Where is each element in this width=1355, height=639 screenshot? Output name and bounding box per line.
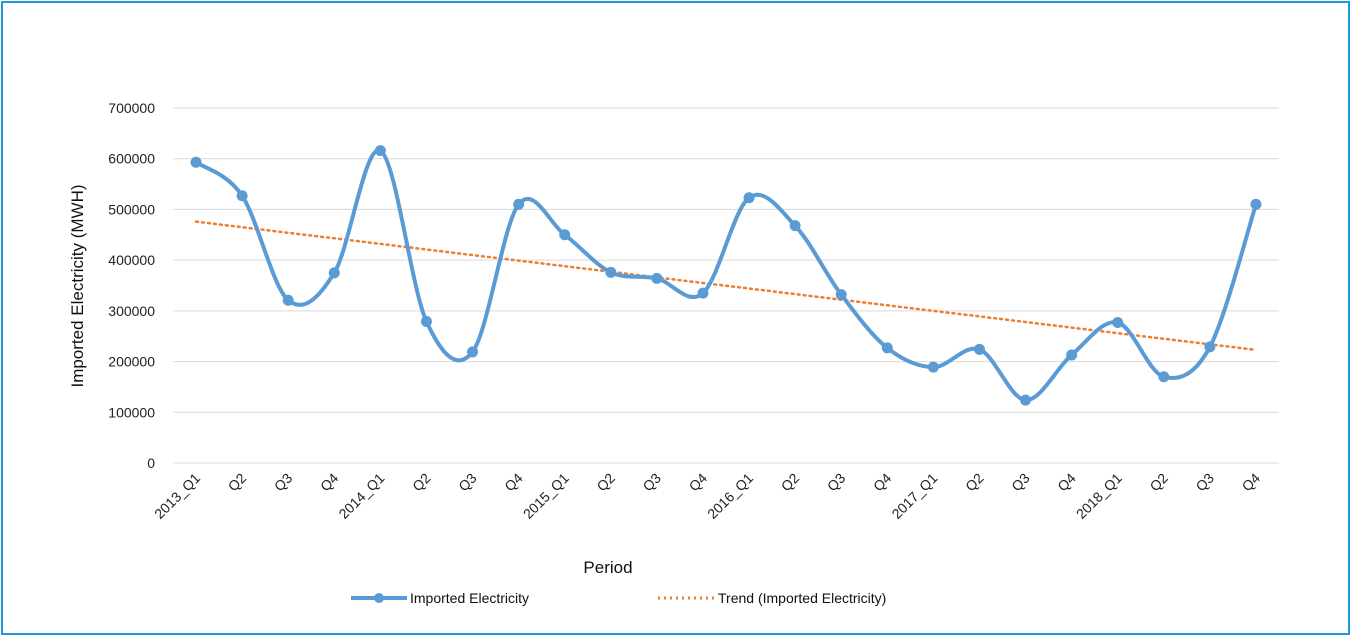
legend-label-trend: Trend (Imported Electricity) <box>718 590 886 606</box>
imported-electricity-line <box>194 148 1258 403</box>
x-tick-label: Q2 <box>1146 470 1171 495</box>
x-tick-label: Q2 <box>409 470 434 495</box>
x-tick-label: Q3 <box>271 470 296 495</box>
y-tick-label: 300000 <box>108 303 155 319</box>
data-point-22 <box>1204 341 1216 353</box>
data-point-0 <box>190 156 202 168</box>
x-tick-label: Q4 <box>1054 470 1079 495</box>
data-point-10 <box>651 272 663 284</box>
trend-line <box>194 220 1258 352</box>
y-axis-ticks: 0 100000 200000 300000 400000 500000 600000 700… <box>108 100 155 471</box>
y-tick-label: 200000 <box>108 354 155 370</box>
x-tick-label: Q4 <box>317 470 342 495</box>
x-tick-label: 2017_Q1 <box>888 470 940 522</box>
x-tick-label: 2013_Q1 <box>151 470 203 522</box>
legend-label-imported: Imported Electricity <box>410 590 529 606</box>
data-point-3 <box>328 267 340 279</box>
x-tick-label: 2015_Q1 <box>520 470 572 522</box>
data-point-9 <box>605 266 617 278</box>
x-tick-label: Q4 <box>1239 470 1264 495</box>
y-tick-label: 700000 <box>108 100 155 116</box>
data-point-18 <box>1020 394 1032 406</box>
data-point-17 <box>973 343 985 355</box>
plot-series <box>190 145 1262 406</box>
data-point-13 <box>789 220 801 232</box>
x-tick-label: Q2 <box>593 470 618 495</box>
y-tick-label: 0 <box>147 455 155 471</box>
y-axis-title: Imported Electricity (MWH) <box>68 184 87 387</box>
x-tick-label: Q3 <box>639 470 664 495</box>
x-tick-label: Q3 <box>1008 470 1033 495</box>
data-point-16 <box>927 361 939 373</box>
x-tick-label: Q4 <box>870 470 895 495</box>
x-tick-label: 2016_Q1 <box>704 470 756 522</box>
legend-marker-imported <box>374 593 384 603</box>
data-point-14 <box>835 289 847 301</box>
y-tick-label: 400000 <box>108 252 155 268</box>
data-point-2 <box>282 294 294 306</box>
x-tick-label: Q4 <box>686 470 711 495</box>
x-axis-title: Period <box>583 558 632 577</box>
data-point-11 <box>697 287 709 299</box>
x-tick-label: Q2 <box>962 470 987 495</box>
y-tick-label: 600000 <box>108 151 155 167</box>
y-tick-label: 500000 <box>108 201 155 217</box>
legend: Imported Electricity Trend (Imported Ele… <box>351 590 886 606</box>
x-tick-label: Q2 <box>778 470 803 495</box>
data-point-20 <box>1112 317 1124 329</box>
data-point-12 <box>743 192 755 204</box>
x-tick-label: 2018_Q1 <box>1073 470 1125 522</box>
data-point-6 <box>467 346 479 358</box>
x-tick-label: Q3 <box>455 470 480 495</box>
x-tick-label: 2014_Q1 <box>335 470 387 522</box>
data-point-5 <box>420 316 432 328</box>
data-point-15 <box>881 342 893 354</box>
data-point-1 <box>236 190 248 202</box>
data-point-8 <box>559 229 571 241</box>
x-tick-label: Q2 <box>225 470 250 495</box>
data-point-7 <box>513 198 525 210</box>
data-point-21 <box>1158 371 1170 383</box>
x-tick-label: Q3 <box>824 470 849 495</box>
data-point-19 <box>1066 349 1078 361</box>
gridlines <box>173 107 1279 464</box>
data-point-4 <box>374 145 386 157</box>
x-tick-label: Q4 <box>501 470 526 495</box>
y-tick-label: 100000 <box>108 404 155 420</box>
x-tick-label: Q3 <box>1192 470 1217 495</box>
data-point-23 <box>1250 198 1262 210</box>
